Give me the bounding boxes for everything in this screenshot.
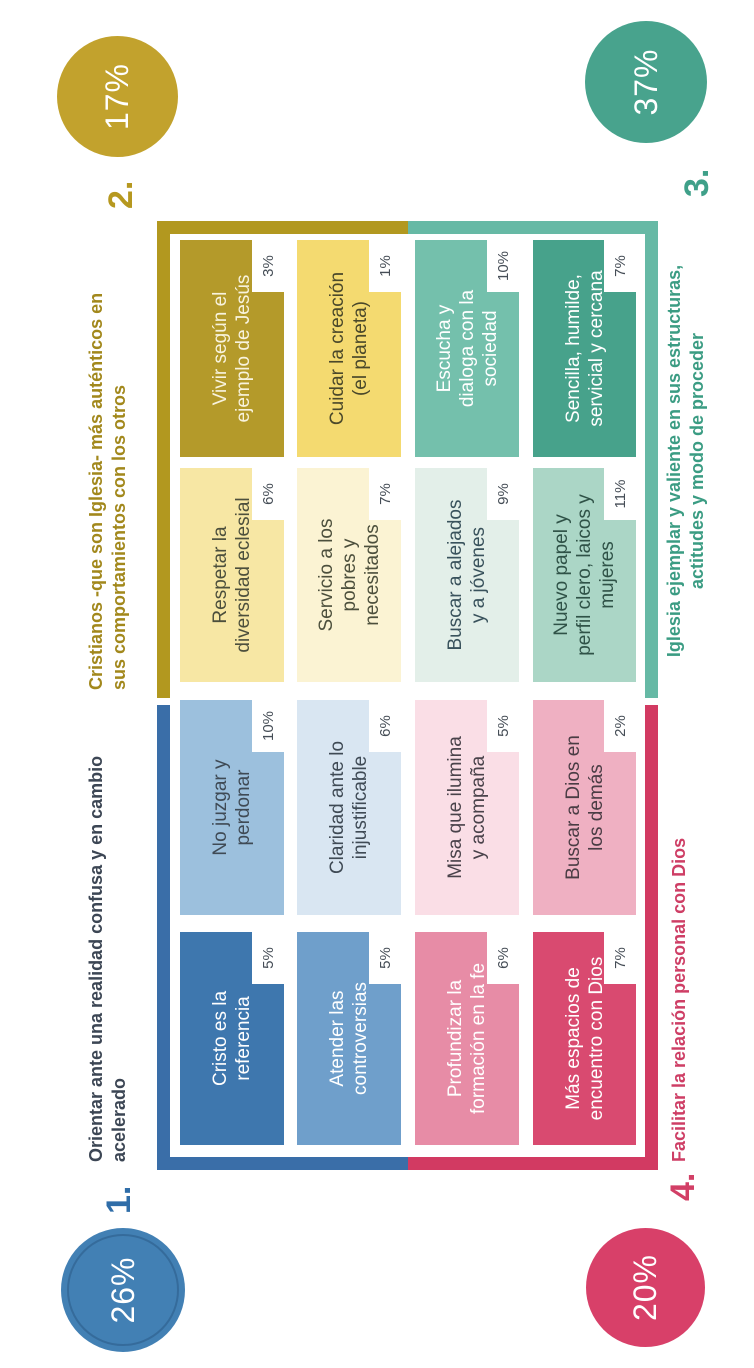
topic-box-percent: 6% xyxy=(494,947,512,969)
topic-box-label: Sencilla, humilde, servicial y cercana xyxy=(562,270,607,427)
topic-box-percent-tab: 3% xyxy=(252,240,284,292)
topic-box: Buscar a Dios en los demás 2% xyxy=(533,700,636,915)
topic-box: Vivir según el ejemplo de Jesús 3% xyxy=(180,240,284,457)
quadrant2-total-percent: 17% xyxy=(99,62,135,131)
topic-box-percent: 2% xyxy=(611,715,629,737)
topic-box-label: Misa que ilumina y acompaña xyxy=(445,736,489,879)
topic-box: Servicio a los pobres y necesitados 7% xyxy=(297,468,401,682)
topic-box: Respetar la diversidad eclesial 6% xyxy=(180,468,284,682)
topic-box: Nuevo papel y perfil clero, laicos y muj… xyxy=(533,468,636,682)
topic-box: No juzgar y perdonar 10% xyxy=(180,700,284,915)
topic-box-label: Cristo es la referencia xyxy=(210,990,254,1087)
topic-box: Más espacios de encuentro con Dios 7% xyxy=(533,932,636,1145)
bracket-right-top-bar xyxy=(157,221,170,698)
topic-box-label: Vivir según el ejemplo de Jesús xyxy=(210,274,254,423)
topic-box-percent: 10% xyxy=(259,710,277,742)
topic-box-label: Buscar a alejados y a jóvenes xyxy=(445,499,489,651)
bracket-left-side-lower-bar xyxy=(408,1157,658,1170)
topic-box-percent-tab: 5% xyxy=(252,932,284,984)
quadrant2-number: 2. xyxy=(102,180,140,209)
topic-box-percent-tab: 7% xyxy=(604,932,636,984)
topic-box-percent-tab: 11% xyxy=(604,468,636,520)
topic-box-percent-tab: 9% xyxy=(487,468,519,520)
topic-box: Sencilla, humilde, servicial y cercana 7% xyxy=(533,240,636,457)
topic-box-percent-tab: 6% xyxy=(252,468,284,520)
quadrant4-total-percent: 20% xyxy=(627,1253,663,1322)
topic-box-percent-tab: 6% xyxy=(369,700,401,752)
quadrant3-title: Iglesia ejemplar y valiente en sus estru… xyxy=(664,264,707,658)
bracket-left-bottom-bar xyxy=(645,705,658,1170)
bracket-right-bottom-bar xyxy=(645,221,658,698)
quadrant4-number: 4. xyxy=(664,1172,702,1201)
topic-box: Escucha y dialoga con la sociedad 10% xyxy=(415,240,519,457)
topic-box-label: Servicio a los pobres y necesitados xyxy=(315,518,383,632)
topic-box-percent-tab: 5% xyxy=(487,700,519,752)
topic-box: Claridad ante lo injustificable 6% xyxy=(297,700,401,915)
topic-box-percent: 1% xyxy=(376,255,394,277)
topic-box: Buscar a alejados y a jóvenes 9% xyxy=(415,468,519,682)
topic-box-percent-tab: 10% xyxy=(252,700,284,752)
quadrant2-title: Cristianos -que son Iglesia- más auténti… xyxy=(86,292,129,690)
topic-box-percent-tab: 7% xyxy=(369,468,401,520)
topic-box-percent: 7% xyxy=(611,255,629,277)
topic-box-percent: 10% xyxy=(494,250,512,282)
quadrant3-total-percent: 37% xyxy=(627,48,664,116)
quadrant1-total-percent: 26% xyxy=(104,1256,141,1324)
topic-box: Cuidar la creación (el planeta) 1% xyxy=(297,240,401,457)
quadrant4-total-circle: 20% xyxy=(586,1228,705,1347)
bracket-left-top-bar xyxy=(157,705,170,1170)
topic-box: Profundizar la formación en la fe 6% xyxy=(415,932,519,1145)
topic-box-percent-tab: 6% xyxy=(487,932,519,984)
topic-box-percent-tab: 10% xyxy=(487,240,519,292)
topic-box-percent: 11% xyxy=(611,479,629,509)
topic-box-percent-tab: 1% xyxy=(369,240,401,292)
topic-box-label: No juzgar y perdonar xyxy=(210,759,254,856)
quadrant3-total-circle: 37% xyxy=(585,21,707,143)
bracket-right-side-lower-bar xyxy=(408,221,658,234)
topic-box-label: Buscar a Dios en los demás xyxy=(562,735,607,880)
topic-box-label: Claridad ante lo injustificable xyxy=(327,740,371,875)
quadrant3-number: 3. xyxy=(678,168,716,197)
topic-box-percent-tab: 5% xyxy=(369,932,401,984)
topic-box-percent: 7% xyxy=(611,947,629,969)
topic-box-label: Respetar la diversidad eclesial xyxy=(210,497,254,653)
topic-box-percent-tab: 2% xyxy=(604,700,636,752)
topic-box-percent: 9% xyxy=(494,483,512,505)
topic-box-label: Escucha y dialoga con la sociedad xyxy=(433,289,501,408)
topic-box-percent: 7% xyxy=(376,483,394,505)
topic-box: Atender las controversias 5% xyxy=(297,932,401,1145)
topic-box: Misa que ilumina y acompaña 5% xyxy=(415,700,519,915)
topic-box-percent-tab: 7% xyxy=(604,240,636,292)
bracket-right-side-upper-bar xyxy=(157,221,408,234)
topic-box-label: Profundizar la formación en la fe xyxy=(445,962,489,1115)
quadrant2-total-circle: 17% xyxy=(57,36,178,157)
topic-box-percent: 5% xyxy=(376,947,394,969)
topic-box-label: Cuidar la creación (el planeta) xyxy=(327,271,371,426)
topic-box-percent: 5% xyxy=(259,947,277,969)
topic-box-percent: 6% xyxy=(259,483,277,505)
topic-box: Cristo es la referencia 5% xyxy=(180,932,284,1145)
topic-box-percent: 5% xyxy=(494,715,512,737)
quadrant1-number: 1. xyxy=(100,1185,138,1214)
topic-box-percent: 3% xyxy=(259,255,277,277)
topic-box-percent: 6% xyxy=(376,715,394,737)
quadrant1-title: Orientar ante una realidad confusa y en … xyxy=(86,755,129,1162)
bracket-left-side-upper-bar xyxy=(157,1157,408,1170)
quadrant4-title: Facilitar la relación personal con Dios xyxy=(669,837,689,1162)
topic-box-label: Atender las controversias xyxy=(327,982,371,1095)
topic-box-label: Más espacios de encuentro con Dios xyxy=(562,956,607,1121)
quadrant1-total-circle: 26% xyxy=(61,1228,185,1352)
